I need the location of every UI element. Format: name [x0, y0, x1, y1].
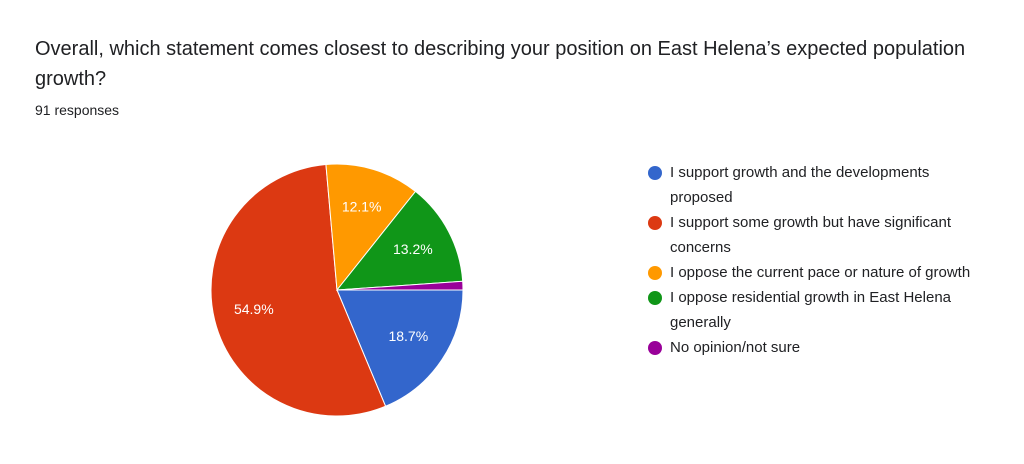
legend-item: I oppose the current pace or nature of g…: [648, 260, 978, 285]
legend: I support growth and the developments pr…: [648, 160, 978, 360]
slice-label: 13.2%: [393, 241, 433, 257]
legend-item: I support some growth but have significa…: [648, 210, 978, 260]
pie-slice: [210, 163, 387, 417]
slice-label: 12.1%: [342, 199, 382, 215]
legend-label: I support growth and the developments pr…: [670, 164, 930, 206]
slice-label: 18.7%: [388, 328, 428, 344]
response-count: 91 responses: [35, 102, 120, 118]
legend-swatch: [648, 341, 662, 355]
legend-label: I support some growth but have significa…: [670, 214, 951, 256]
legend-swatch: [648, 266, 662, 280]
legend-swatch: [648, 291, 662, 305]
legend-item: I support growth and the developments pr…: [648, 160, 978, 210]
legend-label: I oppose the current pace or nature of g…: [670, 264, 971, 281]
legend-item: I oppose residential growth in East Hele…: [648, 285, 978, 335]
chart-title: Overall, which statement comes closest t…: [35, 38, 966, 90]
legend-item: No opinion/not sure: [648, 335, 978, 360]
legend-swatch: [648, 216, 662, 230]
pie-slice: [336, 289, 464, 407]
slice-label: 54.9%: [234, 301, 274, 317]
pie-slice: [336, 280, 464, 291]
legend-label: I oppose residential growth in East Hele…: [670, 289, 952, 331]
legend-label: No opinion/not sure: [670, 339, 801, 356]
pie-slice: [335, 190, 464, 291]
legend-swatch: [648, 166, 662, 180]
pie-slice: [325, 163, 417, 292]
